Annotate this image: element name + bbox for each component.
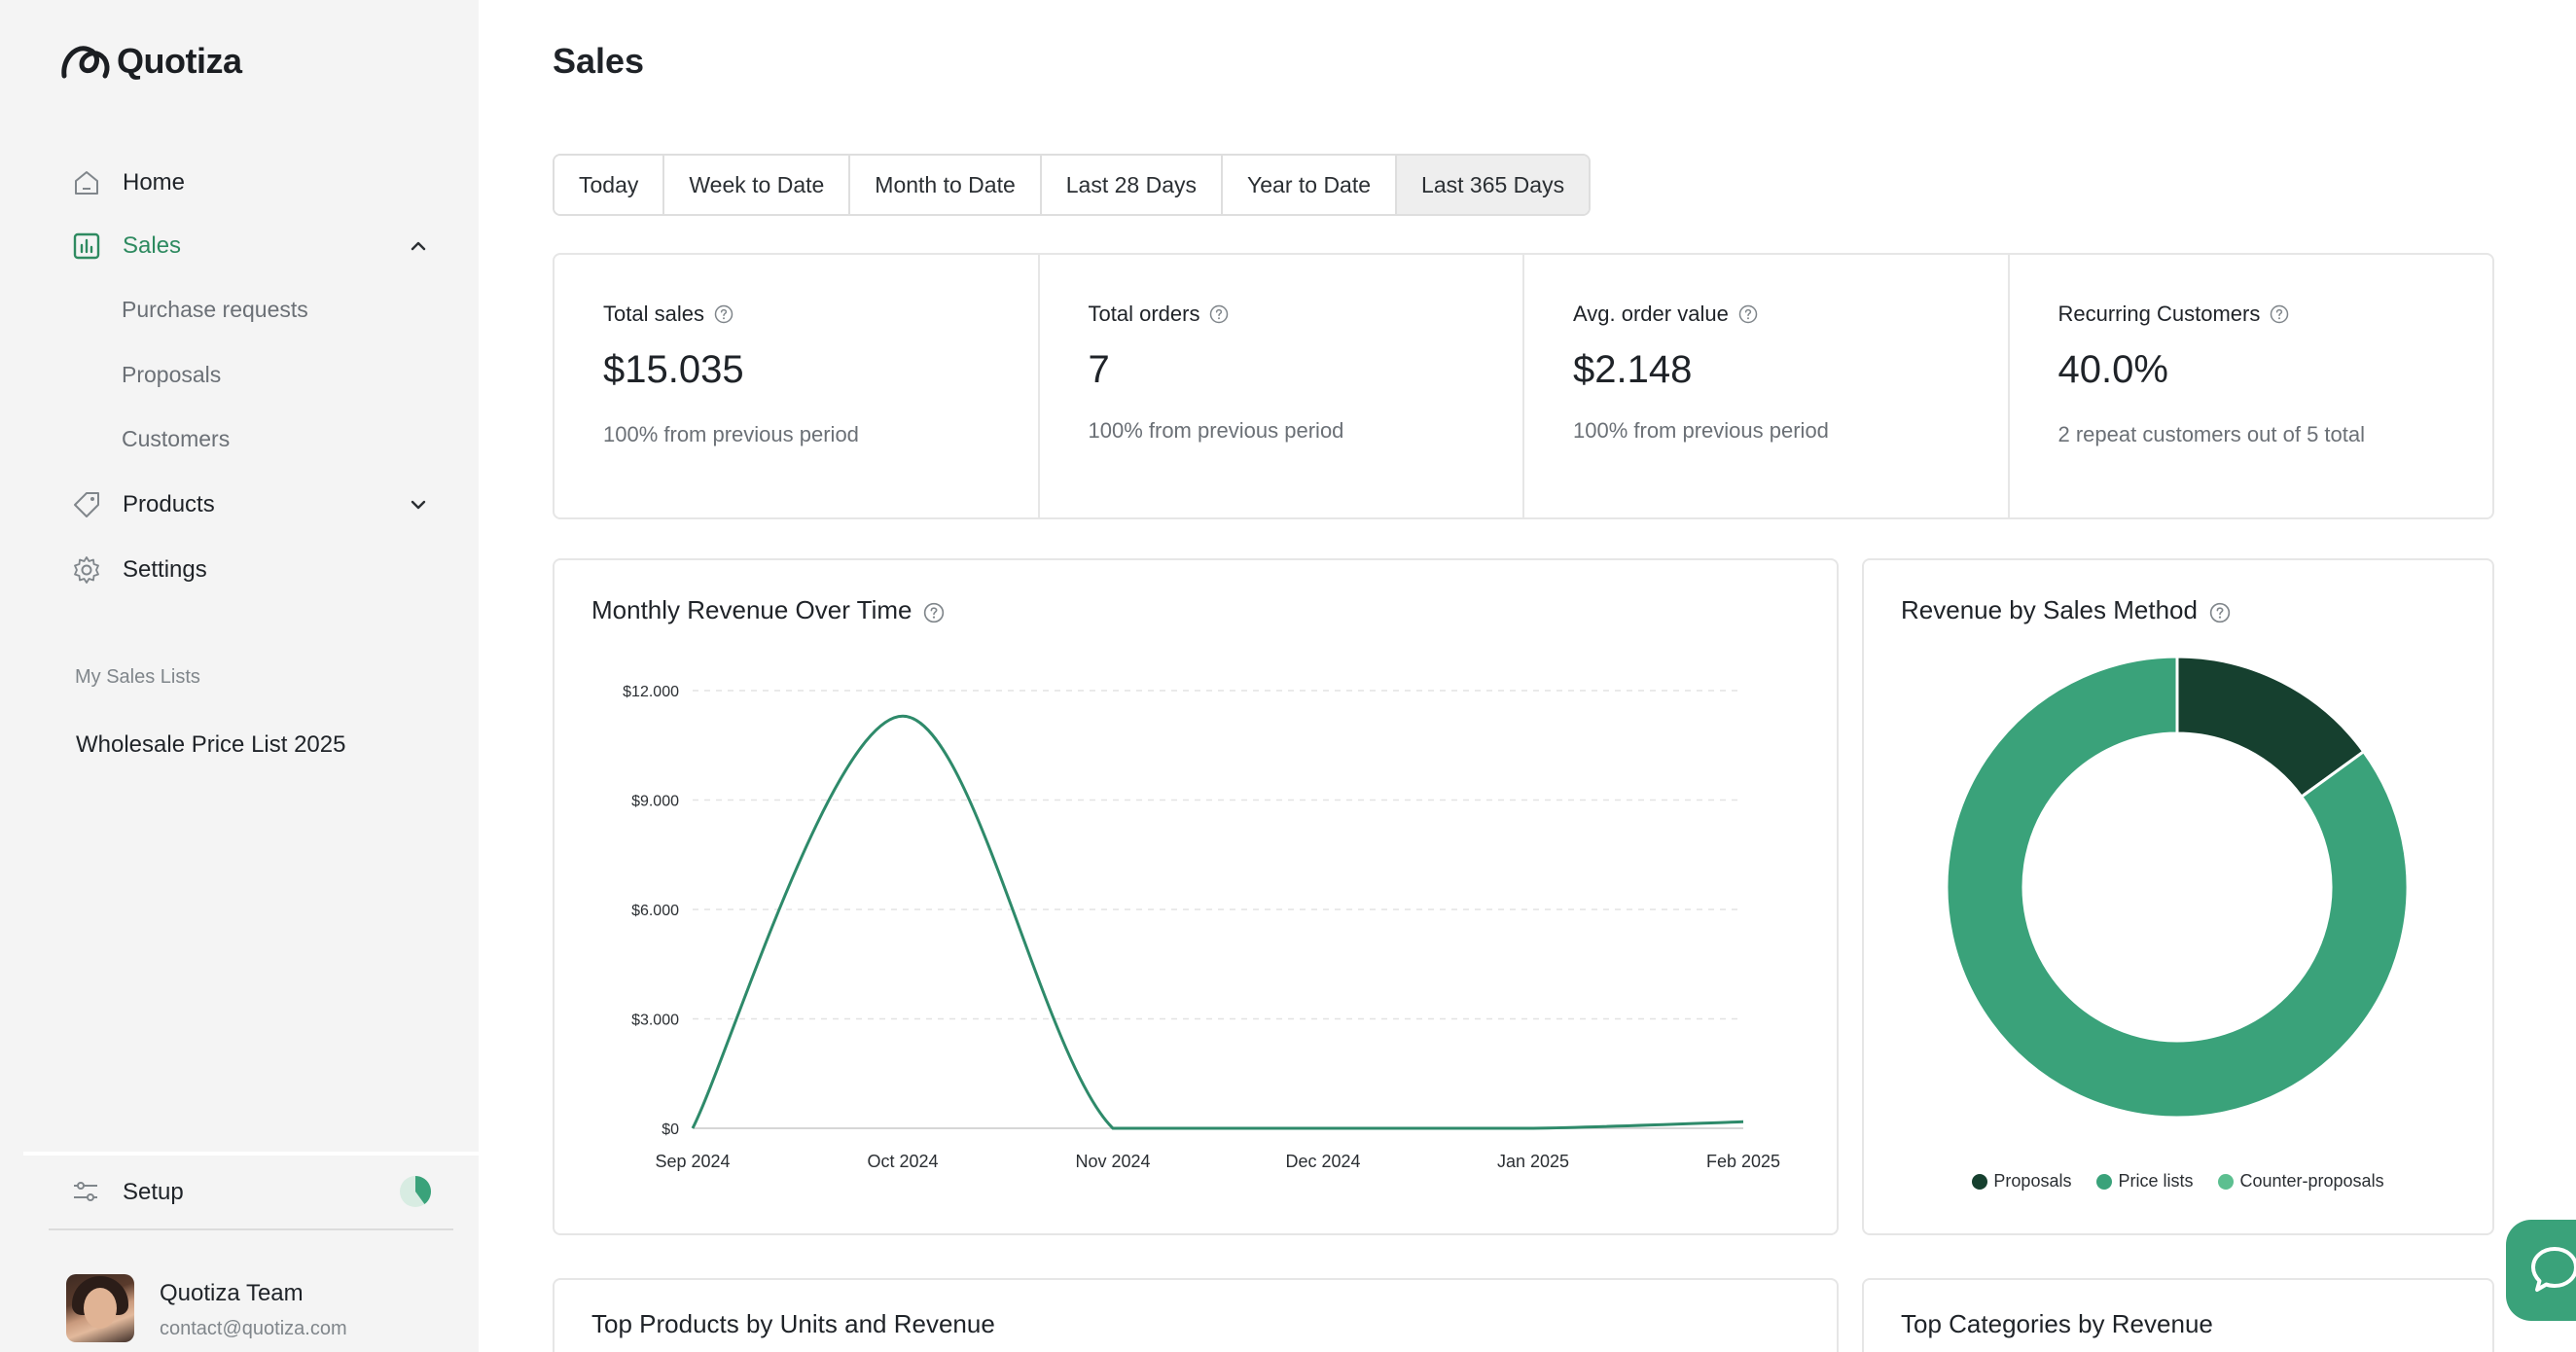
help-icon[interactable] (923, 600, 945, 623)
kpi-total-sales: Total sales $15.035 100% from previous p… (555, 255, 1040, 517)
setup-label: Setup (123, 1179, 184, 1205)
home-icon (70, 166, 103, 199)
page-title: Sales (553, 41, 645, 81)
help-icon[interactable] (714, 304, 733, 324)
kpi-label: Total orders (1088, 302, 1200, 326)
x-tick-label: Sep 2024 (655, 1152, 730, 1171)
card-title: Monthly Revenue Over Time (591, 595, 912, 624)
y-tick-label: $6.000 (631, 903, 679, 919)
monthly-revenue-chart: $0 $3.000 $6.000 $9.000 $12.000 Sep 2024 Oct 2… (623, 684, 1780, 1171)
top-products-card: Top Products by Units and Revenue (553, 1278, 1839, 1352)
user-email: contact@quotiza.com (160, 1318, 347, 1339)
chevron-down-icon[interactable] (407, 493, 430, 516)
logo[interactable]: Quotiza (60, 41, 242, 82)
tab-today[interactable]: Today (555, 156, 665, 214)
kpi-sub: 100% from previous period (603, 422, 859, 446)
help-icon[interactable] (1738, 304, 1758, 324)
sidebar-subitem-proposals[interactable]: Proposals (122, 362, 222, 387)
sidebar-item-label: Products (123, 491, 215, 517)
tab-last-365-days[interactable]: Last 365 Days (1397, 156, 1590, 214)
sidebar-item-products[interactable]: Products (70, 485, 215, 524)
chat-icon (2531, 1247, 2576, 1292)
kpi-card: Total sales $15.035 100% from previous p… (553, 253, 2494, 519)
legend-swatch (2096, 1173, 2113, 1190)
kpi-value: $2.148 (1573, 348, 1693, 391)
legend-item[interactable]: Proposals (1972, 1171, 2071, 1192)
x-tick-label: Dec 2024 (1285, 1152, 1360, 1171)
chart-legend: Proposals Price lists Counter-proposals (1864, 1171, 2492, 1192)
sales-lists-heading: My Sales Lists (75, 666, 200, 688)
sidebar: Quotiza Home Sales Purchase requests Pro… (0, 0, 479, 1352)
series-line (691, 714, 1744, 1130)
kpi-label: Total sales (603, 302, 704, 326)
sidebar-item-settings[interactable]: Settings (70, 551, 207, 589)
sidebar-subitem-customers[interactable]: Customers (122, 426, 231, 451)
sidebar-item-label: Sales (123, 232, 182, 259)
kpi-sub: 100% from previous period (1573, 418, 1829, 443)
chevron-up-icon[interactable] (407, 234, 430, 258)
date-range-tabs: Today Week to Date Month to Date Last 28… (553, 154, 1592, 216)
logo-text: Quotiza (117, 41, 242, 81)
kpi-value: 7 (1088, 348, 1110, 391)
chat-button[interactable] (2506, 1220, 2576, 1321)
kpi-value: $15.035 (603, 348, 744, 391)
y-tick-label: $12.000 (623, 684, 679, 700)
chart-icon (70, 230, 103, 263)
divider (49, 1228, 453, 1230)
x-tick-label: Feb 2025 (1706, 1152, 1780, 1171)
y-tick-label: $3.000 (631, 1013, 679, 1029)
pie-slice (1945, 655, 2410, 1120)
sidebar-subitem-purchase-requests[interactable]: Purchase requests (122, 297, 308, 322)
sales-list-item[interactable]: Wholesale Price List 2025 (76, 731, 346, 758)
monthly-revenue-card: $0 $3.000 $6.000 $9.000 $12.000 Sep 2024 Oct 2… (553, 558, 1839, 1235)
kpi-value: 40.0% (2057, 348, 2168, 391)
tab-year-to-date[interactable]: Year to Date (1223, 156, 1398, 214)
kpi-sub: 100% from previous period (1088, 418, 1344, 443)
setup-progress-icon (400, 1176, 431, 1207)
sales-method-chart (1945, 655, 2410, 1120)
x-tick-label: Oct 2024 (867, 1152, 938, 1171)
tag-icon (70, 488, 103, 521)
legend-item[interactable]: Counter-proposals (2218, 1171, 2384, 1192)
kpi-sub: 2 repeat customers out of 5 total (2057, 422, 2366, 446)
legend-swatch (1972, 1173, 1988, 1190)
gear-icon (70, 553, 103, 587)
help-icon[interactable] (2270, 304, 2289, 324)
kpi-label: Avg. order value (1573, 302, 1729, 326)
sidebar-item-sales[interactable]: Sales (70, 227, 181, 266)
card-title: Top Products by Units and Revenue (591, 1309, 995, 1338)
kpi-avg-order-value: Avg. order value $2.148 100% from previo… (1524, 255, 2010, 517)
kpi-label: Recurring Customers (2057, 302, 2261, 326)
top-categories-card: Top Categories by Revenue (1862, 1278, 2494, 1352)
kpi-total-orders: Total orders 7 100% from previous period (1040, 255, 1524, 517)
tab-week-to-date[interactable]: Week to Date (664, 156, 851, 214)
legend-label: Price lists (2118, 1171, 2194, 1191)
sidebar-item-home[interactable]: Home (70, 163, 185, 202)
tab-month-to-date[interactable]: Month to Date (850, 156, 1042, 214)
quotiza-logo-icon (61, 46, 110, 79)
divider (23, 1152, 479, 1156)
legend-item[interactable]: Price lists (2096, 1171, 2193, 1192)
x-tick-label: Nov 2024 (1075, 1152, 1150, 1171)
sales-method-card: Revenue by Sales Method Proposals Price l… (1862, 558, 2494, 1235)
setup-item[interactable]: Setup (70, 1173, 184, 1212)
sidebar-item-label: Home (123, 169, 186, 196)
help-icon[interactable] (1209, 304, 1229, 324)
legend-swatch (2218, 1173, 2235, 1190)
y-tick-label: $9.000 (631, 794, 679, 810)
help-icon[interactable] (2209, 600, 2231, 623)
sidebar-item-label: Settings (123, 556, 207, 583)
y-tick-label: $0 (662, 1121, 679, 1138)
user-name: Quotiza Team (160, 1280, 304, 1306)
card-title: Revenue by Sales Method (1901, 595, 2198, 624)
tab-last-28-days[interactable]: Last 28 Days (1041, 156, 1224, 214)
sliders-icon (70, 1176, 103, 1209)
x-tick-label: Jan 2025 (1497, 1152, 1569, 1171)
kpi-recurring-customers: Recurring Customers 40.0% 2 repeat custo… (2010, 255, 2493, 517)
legend-label: Counter-proposals (2239, 1171, 2384, 1191)
avatar[interactable] (66, 1274, 134, 1342)
legend-label: Proposals (1993, 1171, 2072, 1191)
card-title: Top Categories by Revenue (1901, 1309, 2213, 1338)
